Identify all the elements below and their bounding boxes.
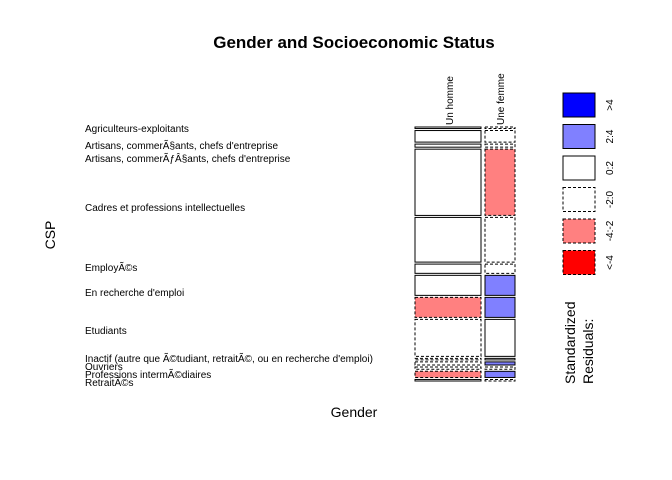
- mosaic-tile: [414, 148, 482, 216]
- legend-label: -4:-2: [605, 220, 616, 241]
- mosaic-tile: [484, 361, 516, 366]
- x-axis-label: Gender: [331, 404, 378, 420]
- mosaic-tile: [484, 370, 516, 378]
- legend-label: <-4: [605, 255, 616, 270]
- legend-label: 2:4: [605, 129, 616, 143]
- row-label: Professions intermÃ©diaires: [85, 368, 211, 381]
- mosaic-tile: [414, 318, 482, 357]
- row-label: En recherche d'emploi: [85, 288, 184, 299]
- legend-swatch: [562, 187, 596, 212]
- mosaic-tile: [484, 357, 516, 361]
- mosaic-tile: [414, 366, 482, 370]
- mosaic-tile: [484, 130, 516, 143]
- legend-title-line2: Residuals:: [580, 319, 596, 384]
- mosaic-tile: [414, 361, 482, 366]
- row-labels: Agriculteurs-exploitants Artisans, commer…: [85, 124, 373, 389]
- row-label: Cadres et professions intellectuelles: [85, 203, 245, 214]
- mosaic-tile: [484, 216, 516, 263]
- row-label: Artisans, commerÃƒÂ§ants, chefs d'entrep…: [85, 152, 291, 165]
- mosaic-tile: [484, 366, 516, 370]
- row-label: Etudiants: [85, 326, 127, 337]
- mosaic-tile: [484, 263, 516, 274]
- row-label: Ouvriers: [85, 362, 123, 373]
- mosaic-tile: [484, 148, 516, 216]
- legend: Standardized Residuals: >4 2:4 0:2 -2:0 -4:-…: [562, 92, 616, 384]
- row-label: RetraitÃ©s: [85, 376, 134, 389]
- mosaic-tile: [414, 130, 482, 143]
- y-axis-label: CSP: [42, 221, 58, 250]
- legend-label: 0:2: [605, 161, 616, 175]
- mosaic-tile: [414, 296, 482, 318]
- legend-swatch: [562, 92, 596, 118]
- mosaic-tile: [414, 126, 482, 130]
- row-label: Agriculteurs-exploitants: [85, 124, 189, 135]
- column-labels: Un homme Une femme: [445, 73, 507, 125]
- legend-swatch: [562, 155, 596, 181]
- mosaic-tile: [414, 274, 482, 296]
- legend-label: -2:0: [605, 190, 616, 208]
- column-label: Un homme: [445, 76, 456, 125]
- mosaic-tile: [414, 263, 482, 274]
- mosaic-tile: [414, 378, 482, 382]
- chart-title: Gender and Socioeconomic Status: [213, 33, 495, 52]
- mosaic-tile: [414, 143, 482, 148]
- mosaic-tile: [484, 296, 516, 318]
- mosaic-tile: [484, 318, 516, 357]
- mosaic-tile: [484, 378, 516, 382]
- mosaic-tile: [414, 216, 482, 263]
- row-label: Artisans, commerÃ§ants, chefs d'entrepri…: [85, 139, 279, 152]
- mosaic-tiles: [414, 126, 516, 382]
- mosaic-tile: [414, 357, 482, 361]
- column-label: Une femme: [496, 73, 507, 125]
- row-label: EmployÃ©s: [85, 261, 137, 274]
- mosaic-tile: [484, 143, 516, 148]
- legend-label: >4: [605, 99, 616, 111]
- legend-swatch: [562, 218, 596, 244]
- row-label: Inactif (autre que Ã©tudiant, retraitÃ©,…: [85, 352, 373, 365]
- mosaic-tile: [414, 370, 482, 378]
- legend-swatch: [562, 124, 596, 149]
- legend-swatch: [562, 250, 596, 275]
- mosaic-tile: [484, 126, 516, 130]
- legend-title-line1: Standardized: [562, 301, 578, 384]
- mosaic-tile: [484, 274, 516, 296]
